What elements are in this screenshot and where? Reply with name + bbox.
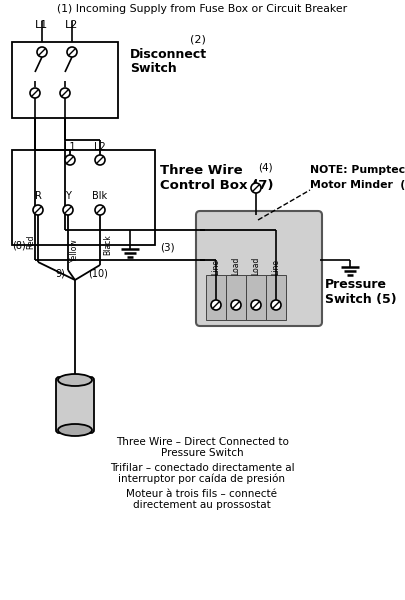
Circle shape <box>231 300 241 310</box>
Circle shape <box>211 300 221 310</box>
Text: (3): (3) <box>160 242 175 252</box>
Text: Blk: Blk <box>92 191 108 201</box>
Text: Red: Red <box>26 235 35 249</box>
Text: NOTE: Pumptec or: NOTE: Pumptec or <box>310 165 405 175</box>
Circle shape <box>95 155 105 165</box>
FancyBboxPatch shape <box>196 211 322 326</box>
Ellipse shape <box>58 374 92 386</box>
Text: L1: L1 <box>35 20 49 30</box>
Circle shape <box>65 155 75 165</box>
Text: Three Wire – Direct Connected to: Three Wire – Direct Connected to <box>115 437 288 447</box>
Circle shape <box>33 205 43 215</box>
Text: Switch (5): Switch (5) <box>325 293 396 307</box>
Circle shape <box>37 47 47 57</box>
Circle shape <box>63 205 73 215</box>
FancyBboxPatch shape <box>12 150 155 245</box>
Text: (8): (8) <box>12 240 26 250</box>
FancyBboxPatch shape <box>56 377 94 433</box>
Circle shape <box>271 300 281 310</box>
FancyBboxPatch shape <box>266 275 286 320</box>
Text: L2: L2 <box>94 142 106 152</box>
Ellipse shape <box>58 424 92 436</box>
Text: (2): (2) <box>190 35 206 45</box>
Text: Y: Y <box>65 191 71 201</box>
Text: (4): (4) <box>258 162 273 172</box>
Text: Disconnect: Disconnect <box>130 47 207 61</box>
Text: L2: L2 <box>65 20 79 30</box>
Text: Line: Line <box>271 259 281 275</box>
Text: Trifilar – conectado directamente al: Trifilar – conectado directamente al <box>110 463 294 473</box>
Text: Moteur à trois fils – connecté: Moteur à trois fils – connecté <box>126 489 277 499</box>
Text: (10): (10) <box>88 268 108 278</box>
Circle shape <box>251 183 261 193</box>
Text: Load: Load <box>232 257 241 275</box>
Text: Black: Black <box>103 235 112 256</box>
Text: Control Box (7): Control Box (7) <box>160 179 273 191</box>
FancyBboxPatch shape <box>246 275 266 320</box>
Text: Pressure: Pressure <box>325 278 387 292</box>
Text: Pressure Switch: Pressure Switch <box>161 448 243 458</box>
Text: Yellow: Yellow <box>70 238 79 262</box>
Text: R: R <box>34 191 41 201</box>
Circle shape <box>95 205 105 215</box>
Text: interruptor por caída de presión: interruptor por caída de presión <box>119 474 286 485</box>
FancyBboxPatch shape <box>12 42 118 118</box>
Text: 9): 9) <box>55 268 65 278</box>
Text: Three Wire: Three Wire <box>160 163 243 176</box>
FancyBboxPatch shape <box>226 275 246 320</box>
FancyBboxPatch shape <box>206 275 226 320</box>
Text: Load: Load <box>252 257 260 275</box>
Text: Line: Line <box>211 259 220 275</box>
Text: (1) Incoming Supply from Fuse Box or Circuit Breaker: (1) Incoming Supply from Fuse Box or Cir… <box>57 4 347 14</box>
Circle shape <box>30 88 40 98</box>
Text: Motor Minder  (6): Motor Minder (6) <box>310 180 405 190</box>
Text: Switch: Switch <box>130 61 177 74</box>
Circle shape <box>67 47 77 57</box>
Text: L1: L1 <box>64 142 76 152</box>
Circle shape <box>251 300 261 310</box>
Text: directement au prossostat: directement au prossostat <box>133 500 271 510</box>
Circle shape <box>60 88 70 98</box>
